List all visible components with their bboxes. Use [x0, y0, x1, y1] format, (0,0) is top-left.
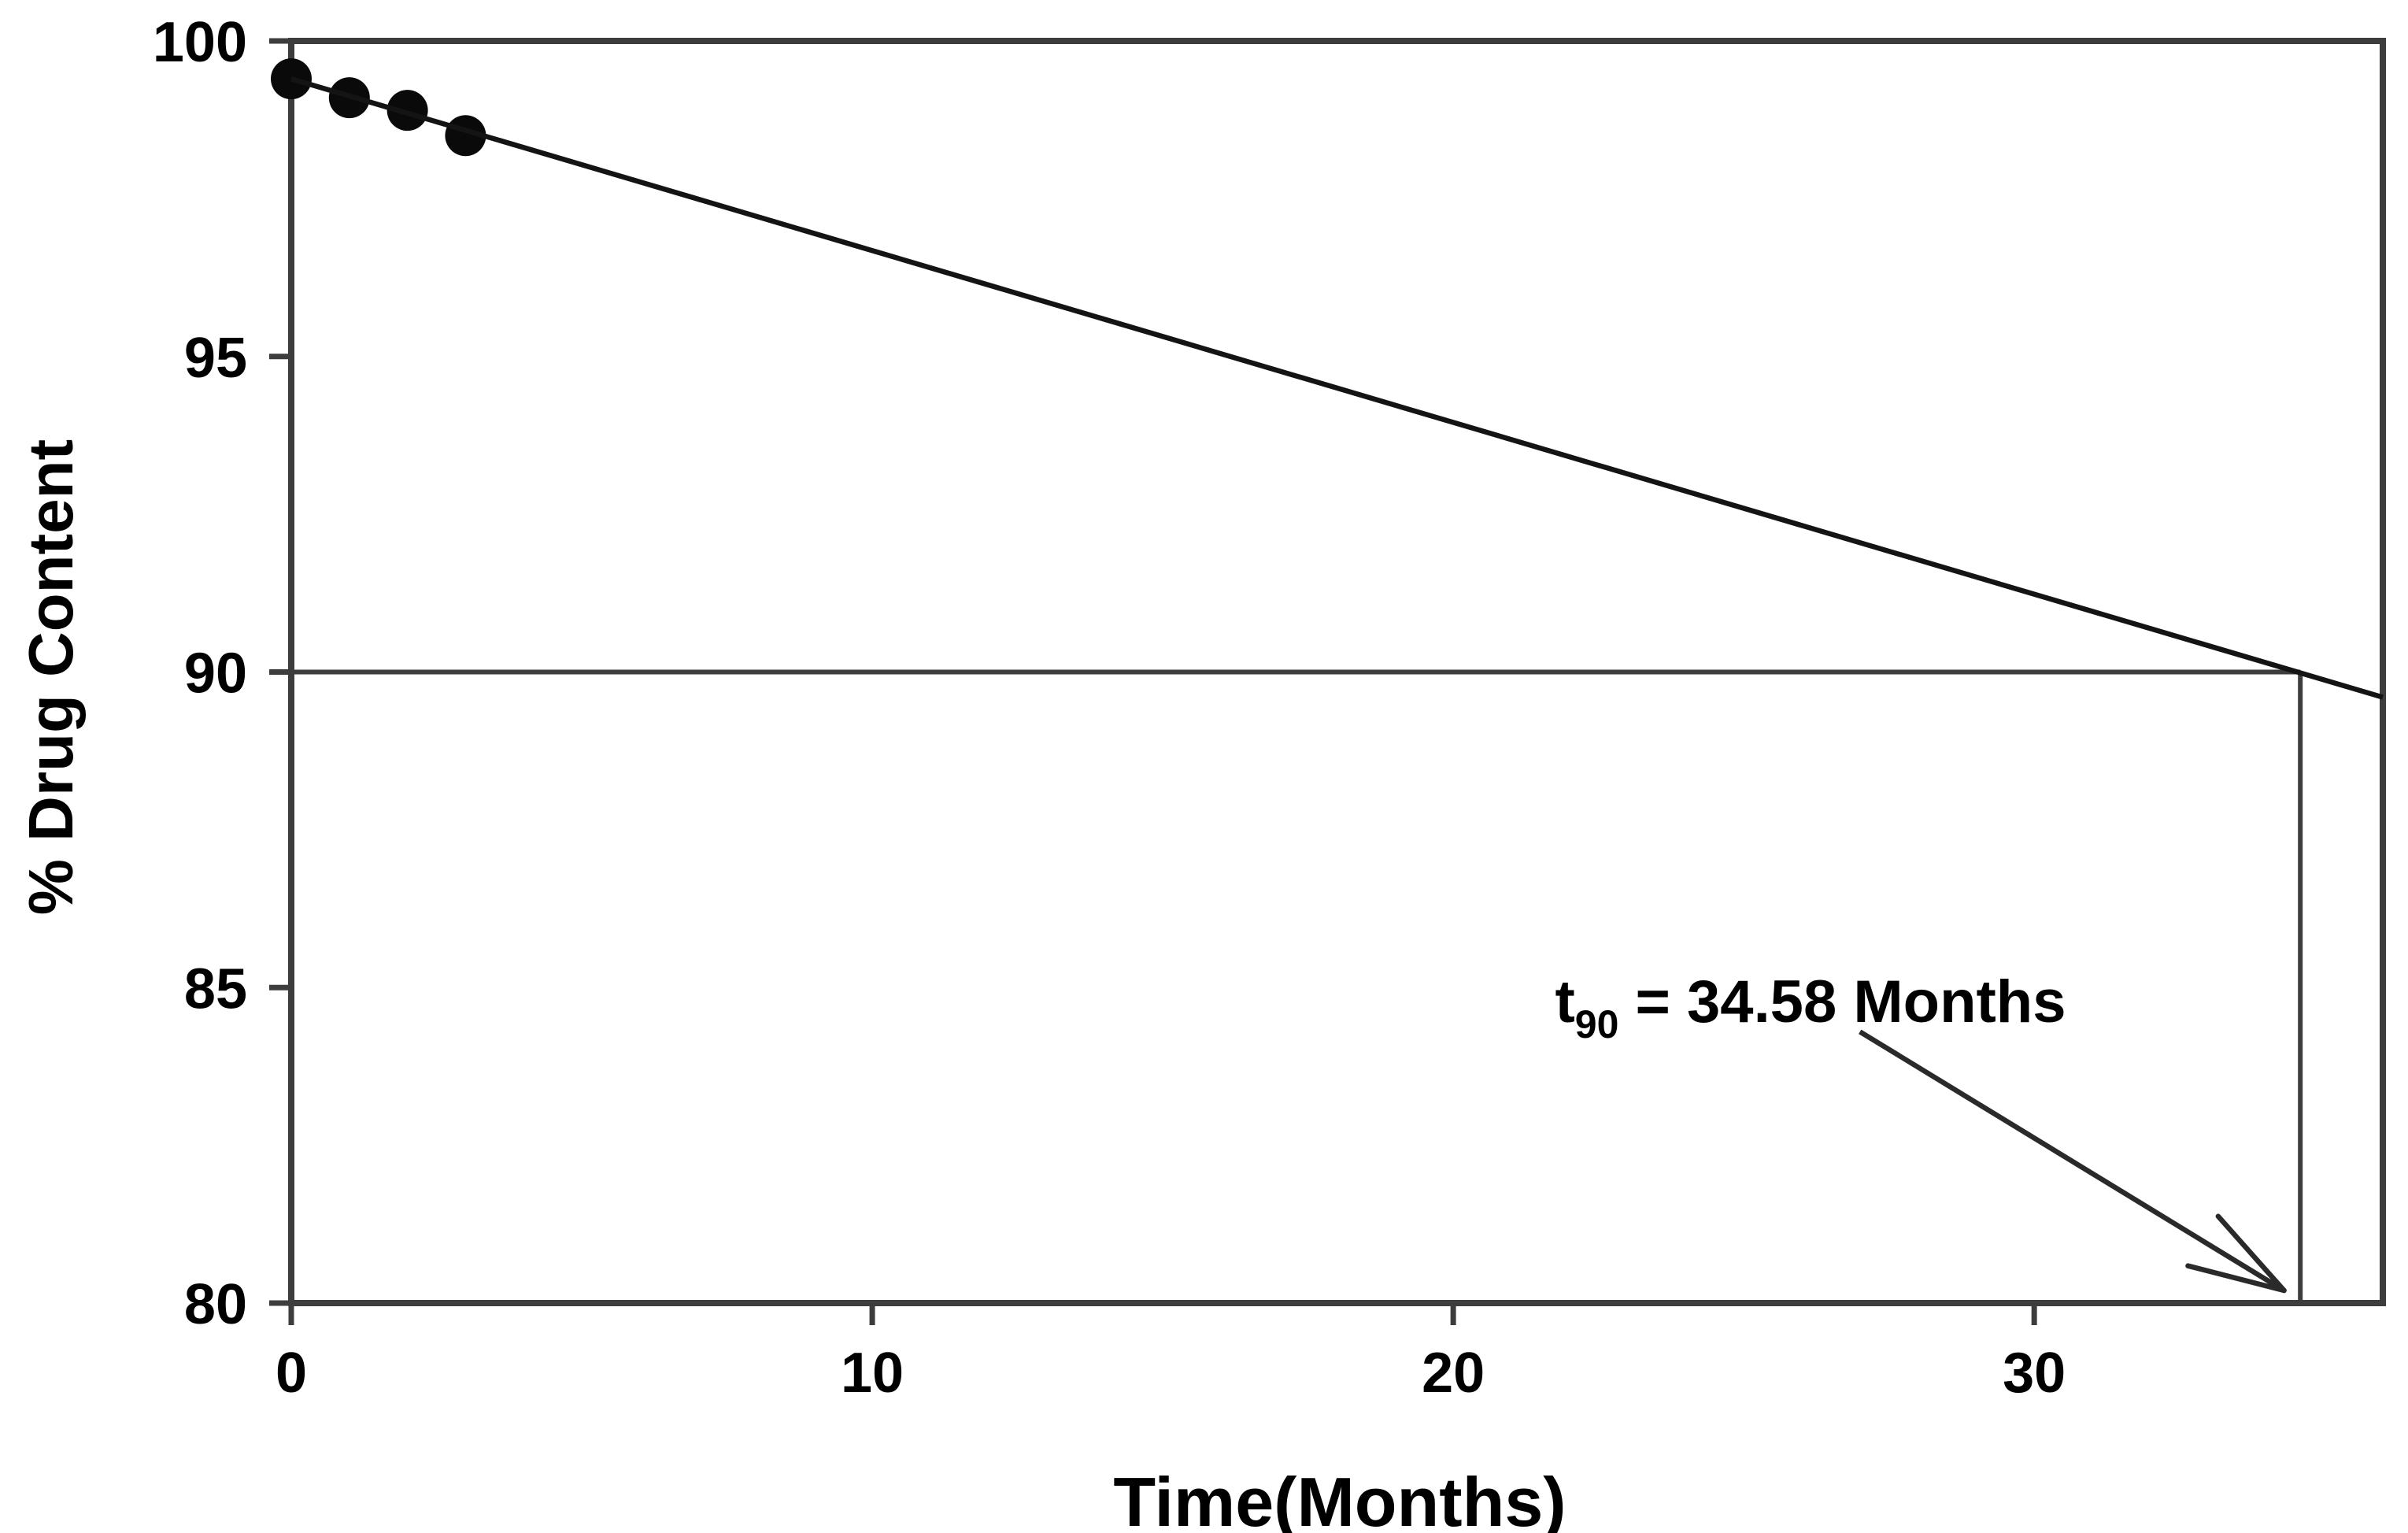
annotation-arrow	[1859, 1029, 2287, 1294]
axis-tick-labels: 0 10 20 30 100 95 90 85 80	[153, 11, 2066, 1405]
y-axis-title: % Drug Content	[16, 439, 86, 915]
t90-annotation-prefix: t	[1555, 968, 1574, 1035]
arrow-barb	[2215, 1213, 2287, 1294]
y-tick-label: 85	[184, 957, 247, 1020]
y-tick-label: 100	[153, 11, 247, 74]
t90-annotation: t90 = 34.58 Months	[1555, 968, 2066, 1046]
t90-annotation-value: = 34.58 Months	[1618, 968, 2066, 1035]
y-tick-label: 95	[184, 327, 247, 390]
x-tick-label: 10	[841, 1342, 904, 1405]
axis-ticks	[269, 38, 2037, 1325]
y-tick-label: 80	[184, 1273, 247, 1336]
reference-lines	[291, 669, 2303, 1303]
x-axis-title: Time(Months)	[1113, 1463, 1566, 1533]
y-tick-label: 90	[184, 642, 247, 705]
t90-annotation-subscript: 90	[1575, 1002, 1619, 1046]
x-tick-label: 30	[2003, 1342, 2066, 1405]
arrow-shaft	[1859, 1029, 2286, 1293]
regression-extrapolation	[290, 76, 2384, 700]
arrow-barb	[2185, 1263, 2287, 1294]
data-series	[271, 58, 2384, 700]
x-tick-label: 20	[1422, 1342, 1485, 1405]
data-point	[387, 90, 428, 131]
x-tick-label: 0	[276, 1342, 307, 1405]
